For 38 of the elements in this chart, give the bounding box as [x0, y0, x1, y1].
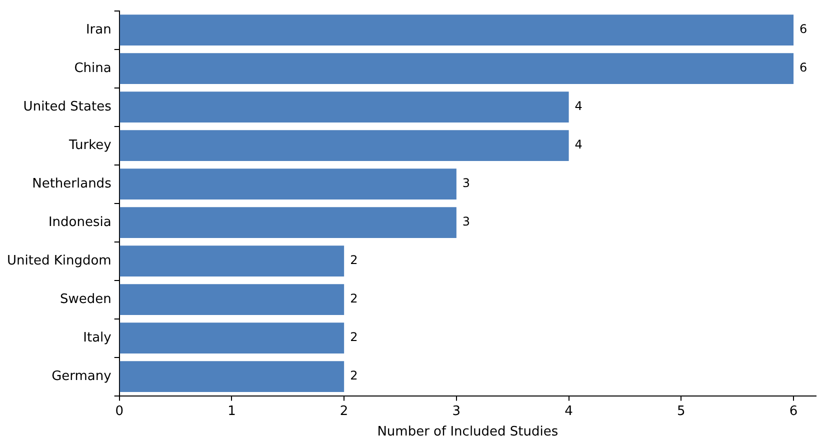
data-label: 2 — [350, 253, 358, 268]
y-tick-label: Netherlands — [32, 176, 112, 192]
bar — [120, 130, 569, 161]
x-tick-label: 5 — [677, 404, 686, 419]
data-label: 3 — [462, 176, 470, 190]
data-label: 2 — [350, 368, 358, 383]
bar — [120, 284, 344, 315]
y-tick-label: China — [74, 60, 112, 76]
x-tick-label: 6 — [789, 404, 798, 419]
data-label: 2 — [350, 330, 358, 344]
data-label: 4 — [574, 138, 582, 152]
x-tick-label: 2 — [340, 404, 348, 419]
x-axis-title: Number of Included Studies — [377, 424, 558, 440]
x-tick-label: 0 — [115, 404, 124, 419]
data-label: 3 — [462, 214, 470, 229]
bar — [120, 322, 344, 354]
x-tick-label: 4 — [564, 404, 573, 419]
bar — [120, 168, 456, 200]
data-label: 2 — [350, 292, 358, 306]
x-tick-label: 1 — [228, 404, 236, 419]
y-tick-label: Germany — [52, 368, 112, 384]
bar — [120, 246, 344, 276]
y-tick-label: Iran — [86, 22, 112, 38]
y-tick-label: Indonesia — [48, 214, 112, 230]
data-label: 6 — [800, 22, 808, 36]
y-tick-label: United States — [23, 99, 112, 114]
y-tick-label: United Kingdom — [7, 253, 112, 268]
bar — [120, 92, 569, 122]
bar — [120, 53, 794, 84]
data-label: 4 — [574, 99, 582, 114]
y-tick-label: Italy — [83, 330, 112, 346]
data-label: 6 — [800, 60, 808, 75]
y-tick-label: Turkey — [68, 138, 112, 153]
bar — [120, 14, 794, 46]
x-tick-label: 3 — [452, 404, 461, 419]
y-tick-label: Sweden — [60, 292, 112, 307]
bar — [120, 361, 344, 392]
bar — [120, 207, 456, 238]
